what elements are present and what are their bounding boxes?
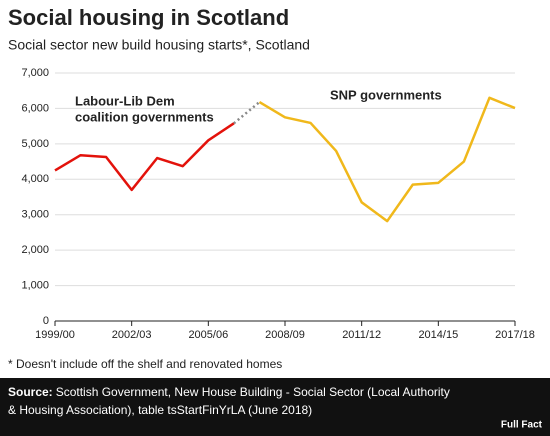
x-tick-label: 1999/00 (35, 329, 75, 341)
annotation: coalition governments (75, 109, 214, 124)
footnote: * Doesn't include off the shelf and reno… (8, 357, 282, 371)
y-tick-label: 1,000 (21, 279, 49, 291)
chart-title: Social housing in Scotland (8, 5, 289, 30)
source-text: & Housing Association), table tsStartFin… (8, 403, 312, 417)
x-tick-label: 2008/09 (265, 329, 305, 341)
series-line (258, 96, 516, 223)
y-tick-label: 7,000 (21, 67, 49, 79)
annotation: SNP governments (330, 87, 442, 102)
logo: Full Fact (501, 420, 543, 431)
source-text: Scottish Government, New House Building … (56, 385, 450, 399)
x-tick-label: 2002/03 (112, 329, 152, 341)
source-label: Source: (8, 385, 53, 399)
x-tick-label: 2011/12 (342, 329, 381, 341)
x-tick-label: 2014/15 (418, 329, 458, 341)
y-tick-label: 0 (43, 315, 49, 327)
footer-bar (0, 378, 550, 436)
x-tick-label: 2017/18 (495, 329, 535, 341)
connector (233, 101, 261, 125)
y-tick-label: 3,000 (21, 209, 49, 221)
chart-subtitle: Social sector new build housing starts*,… (8, 37, 310, 53)
y-tick-label: 2,000 (21, 244, 49, 256)
y-tick-label: 5,000 (21, 138, 49, 150)
x-tick-label: 2005/06 (188, 329, 228, 341)
annotation: Labour-Lib Dem (75, 93, 175, 108)
y-tick-label: 4,000 (21, 173, 49, 185)
series-line (54, 122, 235, 192)
source: Source: Scottish Government, New House Bu… (8, 385, 450, 399)
y-tick-label: 6,000 (21, 102, 49, 114)
